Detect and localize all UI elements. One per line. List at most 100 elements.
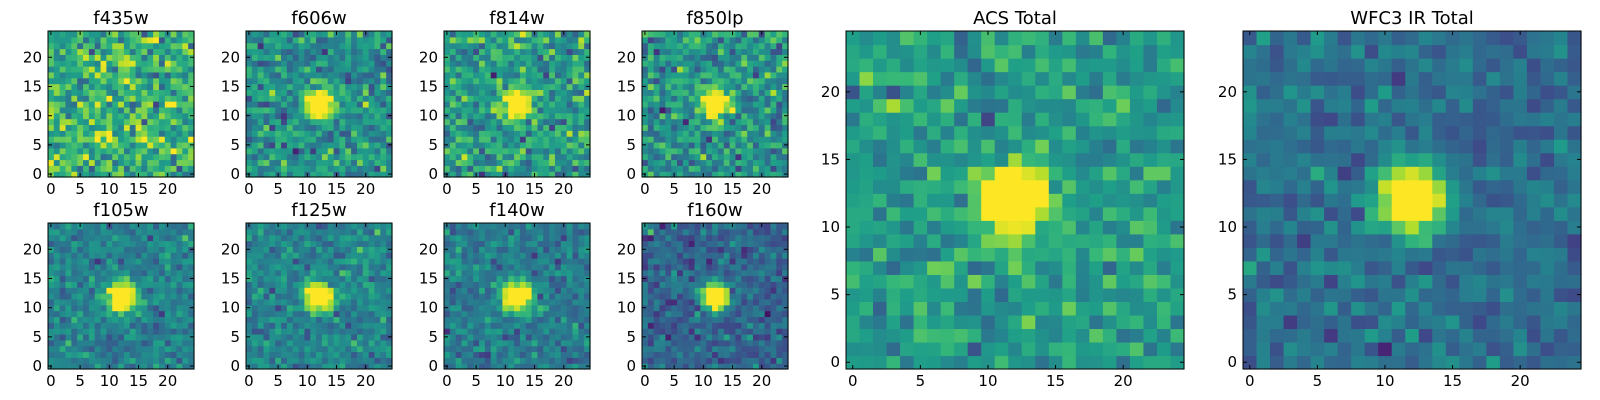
pixel-cell <box>508 298 515 306</box>
pixel-cell <box>554 165 562 172</box>
pixel-cell <box>298 36 305 44</box>
pixel-cell <box>298 333 305 341</box>
x-tick-label: 5 <box>471 372 481 390</box>
pixel-cell <box>351 159 358 166</box>
pixel-cell <box>455 112 463 120</box>
pixel-cell <box>479 147 486 155</box>
pixel-cell <box>764 281 772 288</box>
pixel-cell <box>129 269 137 277</box>
pixel-cell <box>514 66 521 73</box>
pixel-cell <box>269 298 276 306</box>
pixel-cell <box>251 345 259 353</box>
pixel-cell <box>164 141 172 149</box>
pixel-cell <box>275 89 282 96</box>
pixel-cell <box>449 298 457 306</box>
pixel-cell <box>514 304 521 312</box>
pixel-cell <box>158 141 166 149</box>
pixel-cell <box>554 71 562 79</box>
pixel-cell <box>572 246 579 253</box>
pixel-cell <box>449 42 457 50</box>
pixel-cell <box>682 60 690 67</box>
pixel-cell <box>362 275 370 282</box>
pixel-cell <box>59 281 67 288</box>
pixel-cell <box>776 112 783 120</box>
pixel-cell <box>269 124 276 131</box>
pixel-cell <box>566 71 574 79</box>
pixel-cell <box>461 339 468 347</box>
pixel-cell <box>566 130 574 137</box>
pixel-cell <box>182 234 189 242</box>
pixel-cell <box>310 316 317 323</box>
pixel-cell <box>712 66 719 73</box>
pixel-cell <box>292 363 300 370</box>
pixel-cell <box>321 339 329 347</box>
pixel-cell <box>531 165 539 172</box>
pixel-cell <box>508 71 515 79</box>
pixel-cell <box>304 71 311 79</box>
pixel-cell <box>479 293 486 300</box>
pixel-cell <box>257 101 265 108</box>
pixel-cell <box>566 54 574 61</box>
pixel-cell <box>386 130 393 137</box>
pixel-cell <box>374 48 381 55</box>
pixel-cell <box>752 124 760 131</box>
pixel-cell <box>129 48 137 55</box>
pixel-cell <box>333 89 341 96</box>
pixel-cell <box>525 357 533 364</box>
pixel-cell <box>88 165 96 172</box>
x-tick-label: 20 <box>158 372 177 390</box>
pixel-cell <box>665 351 672 358</box>
pixel-cell <box>71 240 78 247</box>
pixel-cell <box>188 95 195 102</box>
y-tick-label: 10 <box>221 107 240 125</box>
pixel-cell <box>48 234 55 242</box>
pixel-cell <box>153 101 160 108</box>
pixel-cell <box>59 124 67 131</box>
pixel-cell <box>735 60 742 67</box>
pixel-cell <box>502 71 509 79</box>
pixel-cell <box>752 345 760 353</box>
pixel-cell <box>782 328 789 335</box>
pixel-cell <box>147 333 154 341</box>
pixel-cell <box>333 322 341 329</box>
pixel-cell <box>281 252 288 259</box>
pixel-cell <box>77 304 84 312</box>
pixel-cell <box>333 147 341 155</box>
pixel-cell <box>147 316 154 323</box>
pixel-cell <box>135 357 143 364</box>
pixel-cell <box>83 357 90 364</box>
pixel-cell <box>764 66 772 73</box>
pixel-cell <box>286 252 294 259</box>
pixel-cell <box>310 112 317 120</box>
pixel-cell <box>275 106 282 114</box>
pixel-cell <box>653 89 661 96</box>
pixel-cell <box>554 159 562 166</box>
pixel-cell <box>351 130 358 137</box>
pixel-cell <box>304 54 311 61</box>
pixel-cell <box>158 281 166 288</box>
pixel-cell <box>118 287 125 294</box>
pixel-cell <box>304 339 311 347</box>
pixel-cell <box>298 228 305 236</box>
pixel-cell <box>496 159 503 166</box>
pixel-cell <box>251 42 259 50</box>
pixel-cell <box>94 83 102 90</box>
pixel-cell <box>53 240 61 247</box>
pixel-cell <box>508 136 515 143</box>
pixel-cell <box>467 281 474 288</box>
pixel-cell <box>572 281 579 288</box>
pixel-cell <box>572 345 579 353</box>
pixel-cell <box>356 339 364 347</box>
pixel-cell <box>53 54 61 61</box>
pixel-cell <box>269 363 276 370</box>
pixel-cell <box>123 71 131 79</box>
pixel-cell <box>153 351 160 358</box>
pixel-cell <box>386 258 393 265</box>
pixel-cell <box>176 48 183 55</box>
pixel-cell <box>741 95 748 102</box>
pixel-cell <box>316 316 323 323</box>
pixel-cell <box>572 328 579 335</box>
pixel-cell <box>659 95 666 102</box>
pixel-cell <box>380 269 387 277</box>
pixel-cell <box>77 141 84 149</box>
